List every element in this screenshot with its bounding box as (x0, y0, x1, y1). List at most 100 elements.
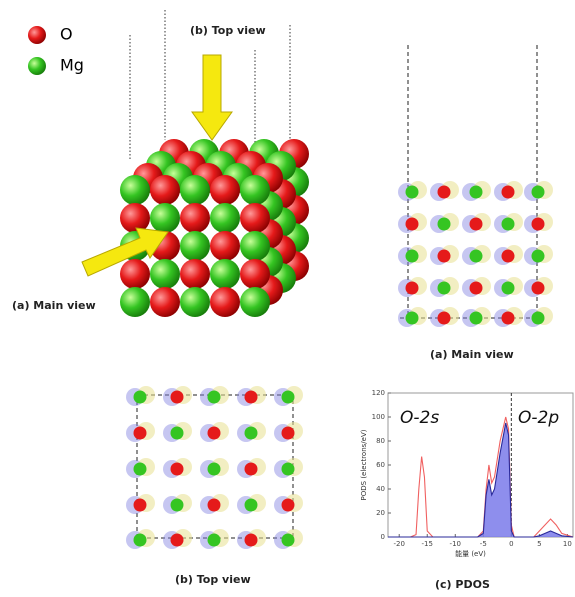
atom (171, 534, 184, 547)
y-tick-label: 100 (372, 413, 385, 421)
cube-main-label: (a) Main view (12, 299, 96, 312)
atom (180, 231, 210, 261)
atom (282, 499, 295, 512)
atom (438, 250, 451, 263)
y-tick-label: 120 (372, 389, 385, 397)
atom (502, 218, 515, 231)
atom (438, 186, 451, 199)
atom (240, 175, 270, 205)
caption: (c) PDOS (435, 578, 490, 591)
figure: 020406080100120-20-15-10-50510PODS (elec… (0, 0, 575, 593)
annotation: O-2s (400, 408, 439, 428)
atom (120, 287, 150, 317)
line (388, 417, 573, 537)
top-view-lattice (126, 386, 303, 549)
atom (406, 312, 419, 325)
x-tick-label: -20 (393, 540, 404, 548)
atom (282, 391, 295, 404)
annotation: O-2p (518, 408, 559, 428)
cube-top-label: (b) Top view (190, 24, 266, 37)
y-tick-label: 0 (381, 533, 385, 541)
legend-swatch (28, 26, 46, 44)
atom (502, 250, 515, 263)
atom (208, 427, 221, 440)
x-axis-label: 能量 (eV) (455, 549, 486, 558)
atom (282, 534, 295, 547)
caption: (b) Top view (175, 573, 251, 586)
atom (120, 175, 150, 205)
arrow (192, 55, 232, 140)
atom (171, 463, 184, 476)
atom (438, 282, 451, 295)
atom (240, 287, 270, 317)
atom (171, 499, 184, 512)
atom (150, 287, 180, 317)
atom (470, 312, 483, 325)
atom (171, 391, 184, 404)
atom (208, 499, 221, 512)
atom (120, 203, 150, 233)
x-tick-label: -15 (422, 540, 433, 548)
atom (134, 499, 147, 512)
atom (210, 203, 240, 233)
atom (406, 250, 419, 263)
atom (210, 259, 240, 289)
legend-swatch (28, 57, 46, 75)
atom (532, 250, 545, 263)
atom (180, 259, 210, 289)
atom (240, 231, 270, 261)
atom (150, 203, 180, 233)
atom (208, 463, 221, 476)
atom (210, 287, 240, 317)
atom (134, 427, 147, 440)
atom (134, 463, 147, 476)
atom (470, 250, 483, 263)
atom (532, 282, 545, 295)
y-tick-label: 20 (376, 509, 385, 517)
atom (406, 282, 419, 295)
atom (180, 203, 210, 233)
atom (532, 218, 545, 231)
page: {"legend": [{"label": "O", "color": "#e5… (0, 0, 575, 597)
atom (245, 534, 258, 547)
atom (150, 259, 180, 289)
caption: (a) Main view (430, 348, 514, 361)
x-tick-label: -10 (450, 540, 461, 548)
atom (210, 231, 240, 261)
main-view-lattice (398, 45, 553, 327)
atom (180, 287, 210, 317)
legend-label: O (60, 25, 73, 44)
atom (120, 259, 150, 289)
atom (502, 282, 515, 295)
x-tick-label: -5 (480, 540, 487, 548)
atom (245, 391, 258, 404)
x-tick-label: 0 (509, 540, 513, 548)
x-tick-label: 10 (563, 540, 572, 548)
area (388, 423, 573, 537)
atom (134, 391, 147, 404)
y-tick-label: 80 (376, 437, 385, 445)
atom (245, 427, 258, 440)
atom (406, 218, 419, 231)
atom (208, 391, 221, 404)
atom (240, 259, 270, 289)
atom (180, 175, 210, 205)
atom (532, 312, 545, 325)
atom (502, 312, 515, 325)
atom (502, 186, 515, 199)
line (388, 423, 573, 537)
atom (171, 427, 184, 440)
atom (532, 186, 545, 199)
atom (245, 499, 258, 512)
y-axis-label: PODS (electrons/eV) (360, 429, 368, 500)
atom (438, 218, 451, 231)
x-tick-label: 5 (537, 540, 541, 548)
atom (470, 186, 483, 199)
atom (150, 175, 180, 205)
y-tick-label: 40 (376, 485, 385, 493)
atom (282, 463, 295, 476)
atom (245, 463, 258, 476)
crystal-3d (82, 10, 309, 317)
atom (438, 312, 451, 325)
